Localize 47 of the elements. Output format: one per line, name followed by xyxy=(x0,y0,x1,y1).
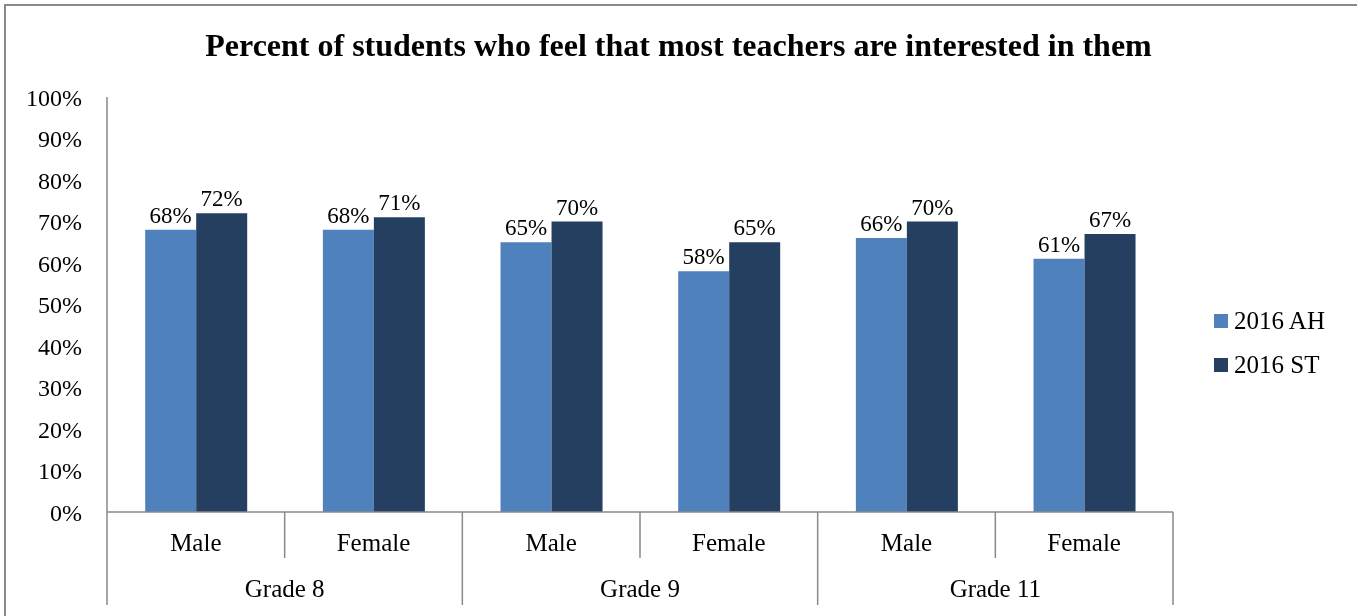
data-label: 66% xyxy=(860,211,903,237)
bar xyxy=(551,221,603,512)
x-tick-label: Male xyxy=(880,529,933,556)
legend-label: 2016 ST xyxy=(1234,350,1320,380)
bar xyxy=(500,242,552,512)
x-tick-label: Female xyxy=(336,529,411,556)
bar xyxy=(906,221,958,512)
data-label: 70% xyxy=(911,194,954,220)
y-tick-label: 90% xyxy=(38,126,82,153)
y-tick-label: 50% xyxy=(38,292,82,319)
data-label: 70% xyxy=(555,194,599,220)
data-label: 68% xyxy=(149,202,192,228)
chart-title: Percent of students who feel that most teachers are interested in them xyxy=(204,26,1153,65)
y-tick-label: 10% xyxy=(38,458,82,485)
x-tick-label: Male xyxy=(525,529,577,556)
y-tick-label: 60% xyxy=(38,250,82,277)
data-label: 68% xyxy=(327,202,370,228)
data-label: 67% xyxy=(1088,206,1132,232)
bar xyxy=(373,217,425,512)
data-label: 72% xyxy=(200,186,243,212)
data-label: 61% xyxy=(1037,231,1081,257)
y-tick-label: 100% xyxy=(26,84,82,111)
data-label: 65% xyxy=(504,215,548,241)
text: Grade 9 xyxy=(600,575,680,602)
bar xyxy=(196,213,248,512)
y-tick-label: 70% xyxy=(38,209,82,236)
text: Grade 8 xyxy=(244,575,325,602)
legend-label: 2016 AH xyxy=(1234,306,1325,336)
bar xyxy=(855,238,907,512)
y-tick-label: 80% xyxy=(38,167,82,194)
bar xyxy=(322,229,374,512)
x-tick-label: Female xyxy=(692,529,766,556)
data-label: 58% xyxy=(682,244,725,270)
x-tick-label: Female xyxy=(1047,529,1121,556)
bar xyxy=(729,242,781,512)
bar xyxy=(1084,233,1136,512)
bar xyxy=(1033,258,1085,512)
data-label: 65% xyxy=(733,215,776,241)
y-tick-label: 40% xyxy=(38,333,82,360)
data-label: 71% xyxy=(378,190,421,216)
y-tick-label: 30% xyxy=(38,375,82,402)
y-tick-label: 0% xyxy=(50,499,82,526)
bar xyxy=(145,229,197,512)
text: Grade 11 xyxy=(949,575,1042,602)
bar xyxy=(678,271,730,512)
x-tick-label: Male xyxy=(170,529,222,556)
y-tick-label: 20% xyxy=(38,416,82,443)
